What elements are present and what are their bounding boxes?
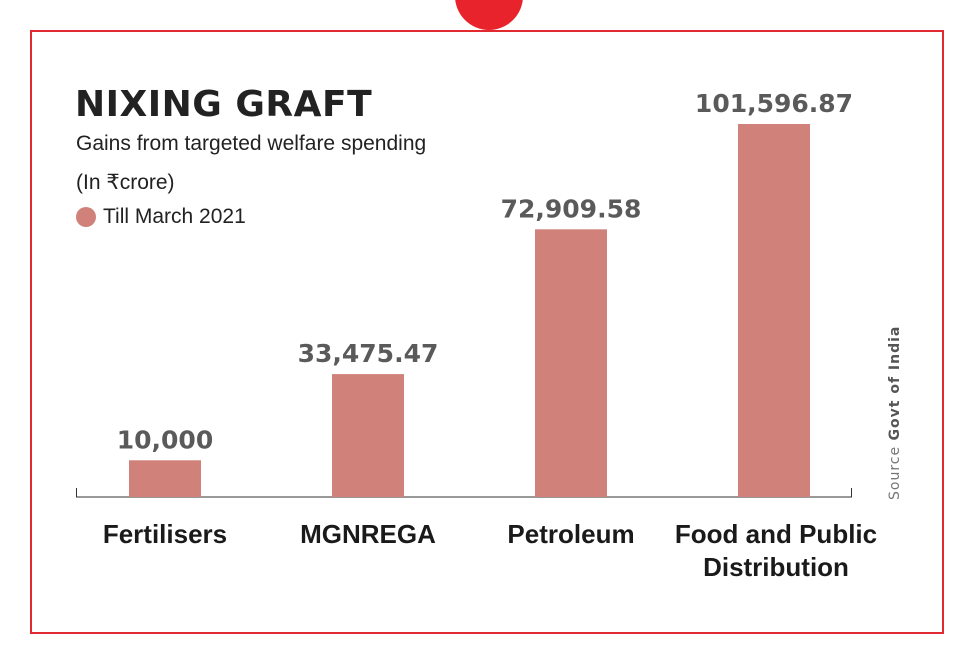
category-label: MGNREGA: [300, 519, 436, 549]
bar-value-label: 10,000: [117, 425, 213, 454]
category-label: Petroleum: [507, 519, 634, 549]
chart-frame: [30, 30, 944, 634]
bar: [535, 229, 607, 497]
bar: [129, 460, 201, 497]
legend-label: Till March 2021: [103, 205, 246, 228]
bar: [738, 124, 810, 497]
category-label: Distribution: [703, 552, 849, 582]
source-credit: Source Govt of India: [887, 326, 903, 500]
bar-value-label: 33,475.47: [298, 339, 439, 368]
bar-value-label: 72,909.58: [501, 194, 642, 223]
legend-swatch: [76, 207, 96, 227]
bar: [332, 374, 404, 497]
chart-subtitle: Gains from targeted welfare spending: [76, 132, 427, 155]
source-prefix: Source: [887, 445, 903, 500]
bar-value-label: 101,596.87: [695, 89, 853, 118]
unit-label: (In ₹crore): [76, 171, 175, 194]
source-name: Govt of India: [887, 325, 903, 441]
category-label: Fertilisers: [103, 519, 227, 549]
legend: Till March 2021: [76, 205, 246, 229]
chart-title: NIXING GRAFT: [75, 84, 373, 125]
category-label: Food and Public: [675, 519, 877, 549]
